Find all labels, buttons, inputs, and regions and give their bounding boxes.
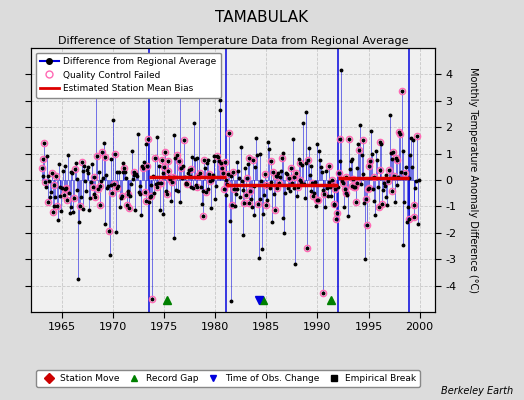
Text: TAMABULAK: TAMABULAK [215,10,309,25]
Y-axis label: Monthly Temperature Anomaly Difference (°C): Monthly Temperature Anomaly Difference (… [467,67,477,293]
Legend: Station Move, Record Gap, Time of Obs. Change, Empirical Break: Station Move, Record Gap, Time of Obs. C… [36,370,420,387]
Text: Berkeley Earth: Berkeley Earth [441,386,514,396]
Title: Difference of Station Temperature Data from Regional Average: Difference of Station Temperature Data f… [58,36,408,46]
